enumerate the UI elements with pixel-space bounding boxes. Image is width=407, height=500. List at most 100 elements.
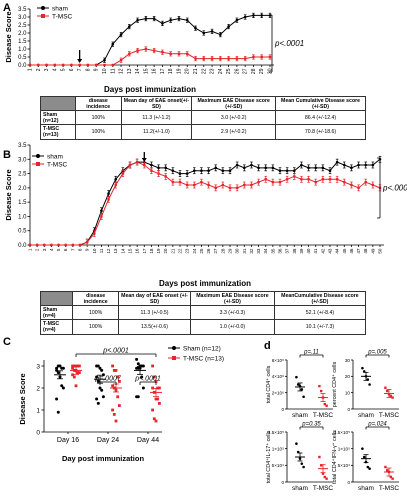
panel-d-subplot-3-data-point: [300, 462, 304, 465]
panel-c-data-point: [96, 379, 100, 383]
panel-a-x-tick-label: 9: [94, 68, 100, 71]
panel-b-x-tick-label: 11: [99, 248, 104, 253]
panel-b-data-point: [114, 183, 117, 187]
panel-c-data-point: [78, 371, 81, 374]
panel-b-data-point: [278, 169, 282, 173]
panel-b-pvalue: p<.0001: [382, 184, 407, 193]
panel-c-bracket-1-label: p<.0001: [102, 348, 129, 355]
panel-b-data-point: [121, 172, 125, 175]
panel-a-data-point: [136, 18, 139, 22]
panel-a-data-point: [227, 57, 230, 60]
panel-c-data-point: [111, 364, 114, 368]
panel-b-x-tick-label: 6: [63, 248, 68, 251]
panel-c-data-point: [154, 397, 158, 401]
panel-a-x-tick-label: 19: [176, 68, 182, 74]
panel-b-data-point: [300, 163, 303, 167]
panel-c-y-tick-label: 0: [36, 429, 40, 436]
panel-b-x-tick-label: 35: [270, 248, 275, 254]
panel-b-x-tick-label: 50: [378, 248, 383, 254]
panel-d-subplot-1-x-tick-label: sham: [292, 412, 308, 419]
panel-a-y-tick-label: 0.5: [18, 55, 27, 61]
panel-a-x-tick-label: 13: [127, 68, 133, 74]
panel-a-data-point: [235, 57, 239, 60]
panel-b-x-tick-label: 25: [199, 248, 204, 254]
table-cell: 10.1 (+/-7.3): [273, 319, 367, 335]
panel-d-subplot-4-data-point: [361, 447, 364, 450]
panel-b-x-tick-label: 31: [242, 248, 247, 254]
panel-b-x-tick-label: 9: [85, 248, 90, 251]
panel-c-data-point: [60, 384, 64, 388]
panel-a-x-tick-label: 23: [210, 68, 216, 74]
panel-a-data-point: [152, 17, 156, 20]
table-header-cell: disease incidence: [72, 290, 120, 307]
panel-d-subplot-3-pvalue: p=0.35: [301, 422, 321, 428]
panel-c-legend-tmsc-label: T-MSC (n=13): [183, 355, 224, 362]
panel-b-data-point: [178, 180, 182, 184]
panel-b-x-tick-label: 47: [356, 248, 361, 254]
panel-b-data-point: [228, 186, 232, 190]
panel-c-data-point: [112, 413, 116, 416]
panel-a-data-point: [111, 42, 115, 46]
panel-a-data-point: [78, 63, 81, 67]
panel-b-data-point: [250, 163, 253, 167]
panel-b-data-point: [128, 163, 132, 167]
panel-c-data-point: [78, 364, 81, 368]
panel-d-subplot-3-y-tick-label: 1.5×10⁵: [268, 430, 284, 435]
panel-b-data-point: [235, 163, 239, 167]
panel-b-data-point: [57, 243, 60, 247]
panel-c-data-point: [116, 395, 120, 399]
panel-b-x-tick-label: 42: [320, 248, 325, 254]
panel-b-data-point: [50, 243, 53, 247]
panel-b-y-tick-label: 0.0: [18, 243, 27, 249]
panel-c-data-point: [158, 386, 161, 390]
panel-d-panel-letter: d: [264, 340, 271, 352]
panel-c-data-point: [151, 386, 154, 390]
panel-a-x-tick-label: 26: [234, 68, 240, 74]
panel-c-data-point: [101, 395, 105, 399]
panel-a-x-tick-label: 24: [218, 68, 224, 74]
panel-b-x-tick-label: 48: [363, 248, 368, 254]
panel-d-subplot-2-x-tick-label: sham: [358, 412, 374, 419]
panel-c-y-axis-label: Disease Score: [18, 373, 27, 424]
panel-c-data-point: [55, 397, 59, 401]
panel-c-data-point: [61, 366, 65, 370]
panel-a-legend-sham-label: sham: [52, 5, 68, 12]
panel-a-y-tick-label: 2.0: [18, 31, 27, 37]
panel-b-data-point: [150, 163, 153, 167]
panel-a-data-point: [103, 63, 106, 67]
panel-c-legend-tmsc-marker: [172, 356, 176, 360]
table-header-cell: disease incidence: [74, 95, 122, 112]
panel-a-data-point: [268, 55, 272, 59]
panel-b-x-tick-label: 16: [135, 248, 140, 254]
panel-b-x-tick-label: 5: [56, 248, 61, 251]
table-row: Sham (n=12) 100% 11.3 (+/-1.2) 3.0 (+/-0…: [40, 110, 366, 126]
panel-a-data-point: [111, 63, 114, 67]
panel-b-data-point: [35, 243, 39, 247]
panel-d-subplot-2-data-point: [389, 394, 392, 398]
panel-a-data-point: [219, 33, 222, 36]
panel-a-data-point: [252, 14, 255, 17]
panel-d-subplot-2-data-point: [386, 389, 389, 393]
panel-b-data-point: [171, 180, 175, 184]
panel-b-data-point: [328, 169, 332, 173]
panel-d-subplot-4-x-tick-label: sham: [358, 485, 374, 492]
panel-c-data-point: [152, 417, 156, 421]
panel-d-subplot-1-y-axis-label: total CD4⁺ cells: [266, 365, 272, 403]
panel-c-data-point: [118, 380, 121, 383]
panel-b-data-point: [371, 163, 375, 167]
panel-b-x-tick-label: 26: [206, 248, 211, 254]
panel-b-data-point: [328, 178, 332, 181]
panel-c-data-point: [111, 384, 114, 388]
panel-b-arrow-head: [141, 158, 147, 162]
panel-b-x-axis-label: Days post immunization: [159, 279, 251, 288]
panel-b-data-point: [228, 169, 232, 173]
panel-b-data-point: [335, 178, 339, 181]
table-cell: 70.8 (+/-18.6): [275, 124, 366, 140]
panel-d-subplot-1-data-point: [295, 375, 298, 379]
panel-c-data-point: [72, 375, 76, 379]
panel-a-data-point: [252, 55, 255, 59]
panel-b-data-point: [214, 166, 218, 170]
panel-b-data-point: [235, 186, 239, 190]
panel-c-data-point: [114, 369, 118, 372]
panel-b-legend-sham-label: sham: [47, 153, 63, 160]
